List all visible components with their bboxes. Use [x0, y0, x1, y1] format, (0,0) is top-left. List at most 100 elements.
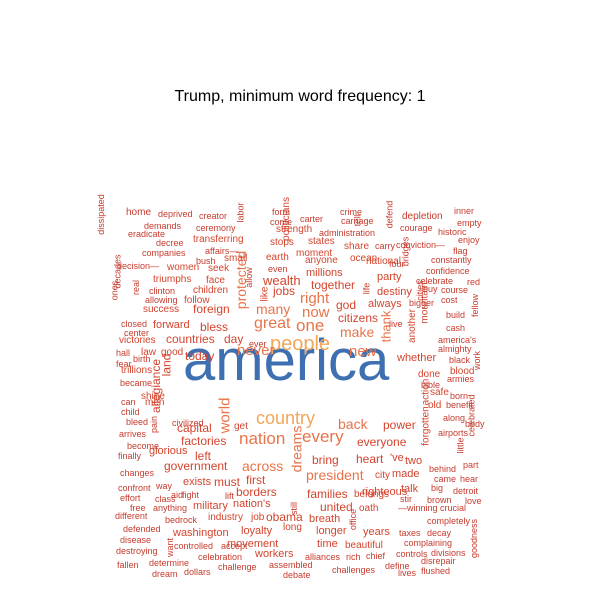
word-buy: buy — [423, 283, 438, 294]
word-administration: administration — [319, 227, 376, 238]
word-united: united — [320, 500, 353, 515]
word-red: red — [467, 276, 481, 287]
word-job: job — [251, 512, 265, 523]
word-affairs: affairs— — [205, 245, 239, 256]
word-two: two — [405, 455, 423, 468]
word-form: form — [272, 206, 290, 217]
word-forward: forward — [153, 319, 190, 332]
word-define: define — [385, 560, 410, 571]
word-face: face — [206, 275, 225, 286]
word-crucial: crucial — [440, 502, 467, 513]
word-part: part — [463, 459, 479, 470]
word-triumphs: triumphs — [153, 274, 192, 285]
word-many: many — [256, 300, 291, 317]
word-children: children — [193, 285, 229, 296]
word-determine: determine — [149, 557, 190, 568]
word-born: born — [450, 390, 469, 401]
word-conviction: conviction— — [396, 239, 446, 250]
word-lift: lift — [225, 490, 234, 501]
word-decision: decision— — [117, 260, 160, 271]
word-armies: armies — [447, 373, 475, 384]
word-bring: bring — [312, 453, 339, 468]
word-world: world — [215, 397, 233, 434]
word-rich: rich — [346, 551, 361, 562]
word-companies: companies — [142, 247, 186, 258]
word-ones: ones — [108, 280, 119, 301]
word-pain: pain — [149, 415, 160, 433]
word-long: long — [283, 522, 302, 533]
word-across: across — [242, 457, 284, 474]
word-transferring: transferring — [193, 234, 244, 245]
word-almighty: almighty — [438, 343, 472, 354]
word-everyone: everyone — [357, 435, 407, 450]
word-bedrock: bedrock — [165, 514, 198, 525]
word-allow: allow — [243, 266, 254, 288]
word-hear: hear — [460, 473, 479, 484]
word-back: back — [338, 415, 368, 432]
word-small: small — [224, 253, 248, 264]
word-america-s: america's — [438, 334, 477, 345]
word-time: time — [317, 538, 338, 551]
word-good: good — [161, 347, 184, 358]
word-challenges: challenges — [332, 564, 376, 575]
word-birth: birth — [133, 353, 151, 364]
word-blood: blood — [450, 366, 475, 377]
word-closed: closed — [121, 318, 148, 329]
word-winning: —winning — [398, 502, 438, 513]
word-build: build — [446, 309, 466, 320]
word-bush: bush — [196, 255, 216, 266]
word-share: share — [344, 241, 370, 252]
word-national: national — [366, 256, 402, 267]
word-life: life — [360, 282, 371, 295]
word-behind: behind — [429, 463, 457, 474]
word-carry: carry — [375, 240, 395, 251]
word-defended: defended — [123, 523, 161, 534]
word-moment: moment — [296, 248, 333, 259]
word-inner: inner — [454, 205, 475, 216]
word-courage: courage — [400, 222, 433, 233]
word-debate: debate — [283, 569, 311, 580]
word-states: states — [308, 236, 335, 247]
word-civilized: civilized — [172, 417, 204, 428]
word-ceremony: ceremony — [196, 222, 236, 233]
word-factories: factories — [181, 434, 227, 449]
word-first: first — [246, 473, 266, 488]
word-body: body — [465, 418, 485, 429]
word-hall: hall — [116, 347, 131, 358]
word-bridges: bridges — [399, 236, 410, 267]
word-four: four — [389, 258, 405, 269]
word-ever: ever — [249, 338, 267, 349]
word-little: little — [455, 437, 466, 454]
word-president: president — [306, 466, 364, 483]
word-destiny: destiny — [377, 286, 412, 299]
word-confidence: confidence — [426, 265, 470, 276]
word-military: military — [193, 500, 228, 513]
word-center: center — [124, 327, 150, 338]
word-anything: anything — [153, 502, 188, 513]
word-men: men — [145, 397, 165, 408]
word-effort: effort — [120, 492, 141, 503]
word-stir: stir — [400, 493, 412, 504]
word-flushed: flushed — [421, 565, 451, 576]
word-belongs: belongs — [354, 489, 390, 500]
word-like: like — [259, 285, 271, 302]
word-complaining: complaining — [404, 537, 453, 548]
word-whether: whether — [397, 352, 437, 365]
word-victories: victories — [119, 335, 156, 346]
word-demands: demands — [144, 220, 182, 231]
word-benefit: benefit — [446, 399, 474, 410]
word-millions: millions — [306, 267, 343, 280]
word-new: new — [349, 343, 377, 360]
word-assembled: assembled — [269, 559, 313, 570]
word-longer: longer — [316, 525, 347, 538]
word-jobs: jobs — [273, 284, 296, 299]
word-decree: decree — [156, 237, 184, 248]
word-always: always — [368, 298, 402, 311]
word-detroit: detroit — [453, 485, 479, 496]
word-now: now — [302, 304, 330, 321]
word-office: office — [348, 508, 359, 530]
word-make: make — [340, 323, 375, 340]
word-glorious: glorious — [149, 445, 188, 458]
word-want: want — [165, 537, 176, 557]
word-day: day — [224, 332, 244, 347]
